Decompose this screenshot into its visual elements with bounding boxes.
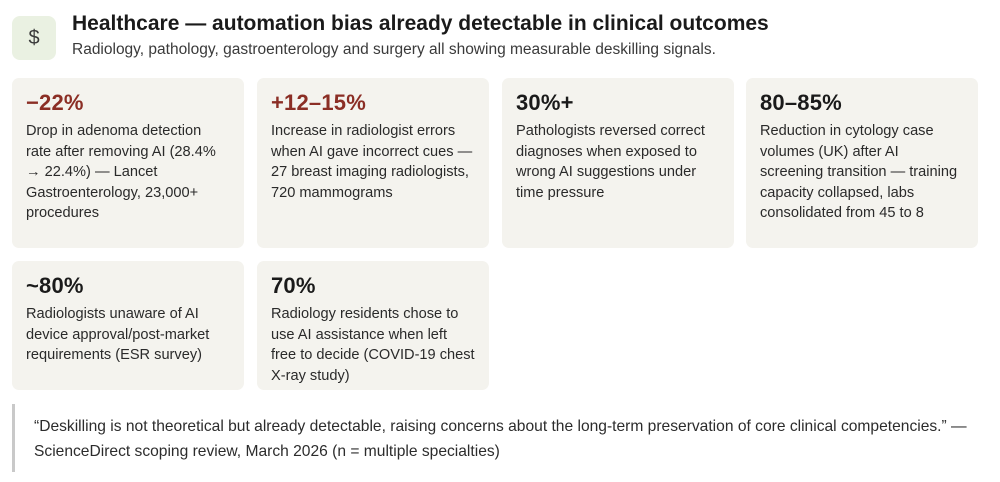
stat-description: Radiology residents chose to use AI assi…	[271, 306, 475, 384]
stat-card-grid: −22% Drop in adenoma detection rate afte…	[12, 78, 980, 390]
stat-value: 30%+	[516, 90, 574, 115]
stat-value: 70%	[271, 273, 316, 298]
stat-card-esr-survey: ~80% Radiologists unaware of AI device a…	[12, 261, 244, 390]
dollar-icon: $	[12, 16, 56, 60]
stat-description: Radiologists unaware of AI device approv…	[26, 306, 210, 363]
page-subtitle: Radiology, pathology, gastroenterology a…	[72, 41, 716, 58]
stat-description: Drop in adenoma detection rate after rem…	[26, 123, 216, 221]
stat-value: 80–85%	[760, 90, 842, 115]
stat-card-residents: 70% Radiology residents chose to use AI …	[257, 261, 489, 390]
stat-value: ~80%	[26, 273, 84, 298]
quote-text: “Deskilling is not theoretical but alrea…	[34, 418, 967, 460]
stat-card-cytology: 80–85% Reduction in cytology case volume…	[746, 78, 978, 248]
header: $ Healthcare — automation bias already d…	[12, 10, 992, 66]
dollar-glyph: $	[28, 26, 40, 49]
page-title: Healthcare — automation bias already det…	[72, 12, 769, 35]
stat-card-pathologists: 30%+ Pathologists reversed correct diagn…	[502, 78, 734, 248]
stat-description: Increase in radiologist errors when AI g…	[271, 123, 473, 201]
stat-description: Pathologists reversed correct diagnoses …	[516, 123, 705, 201]
stat-card-adenoma: −22% Drop in adenoma detection rate afte…	[12, 78, 244, 248]
stat-description: Reduction in cytology case volumes (UK) …	[760, 123, 958, 221]
citation-quote: “Deskilling is not theoretical but alrea…	[12, 404, 988, 472]
stat-card-radiologist-errors: +12–15% Increase in radiologist errors w…	[257, 78, 489, 248]
stat-value: −22%	[26, 90, 84, 115]
stat-value: +12–15%	[271, 90, 366, 115]
